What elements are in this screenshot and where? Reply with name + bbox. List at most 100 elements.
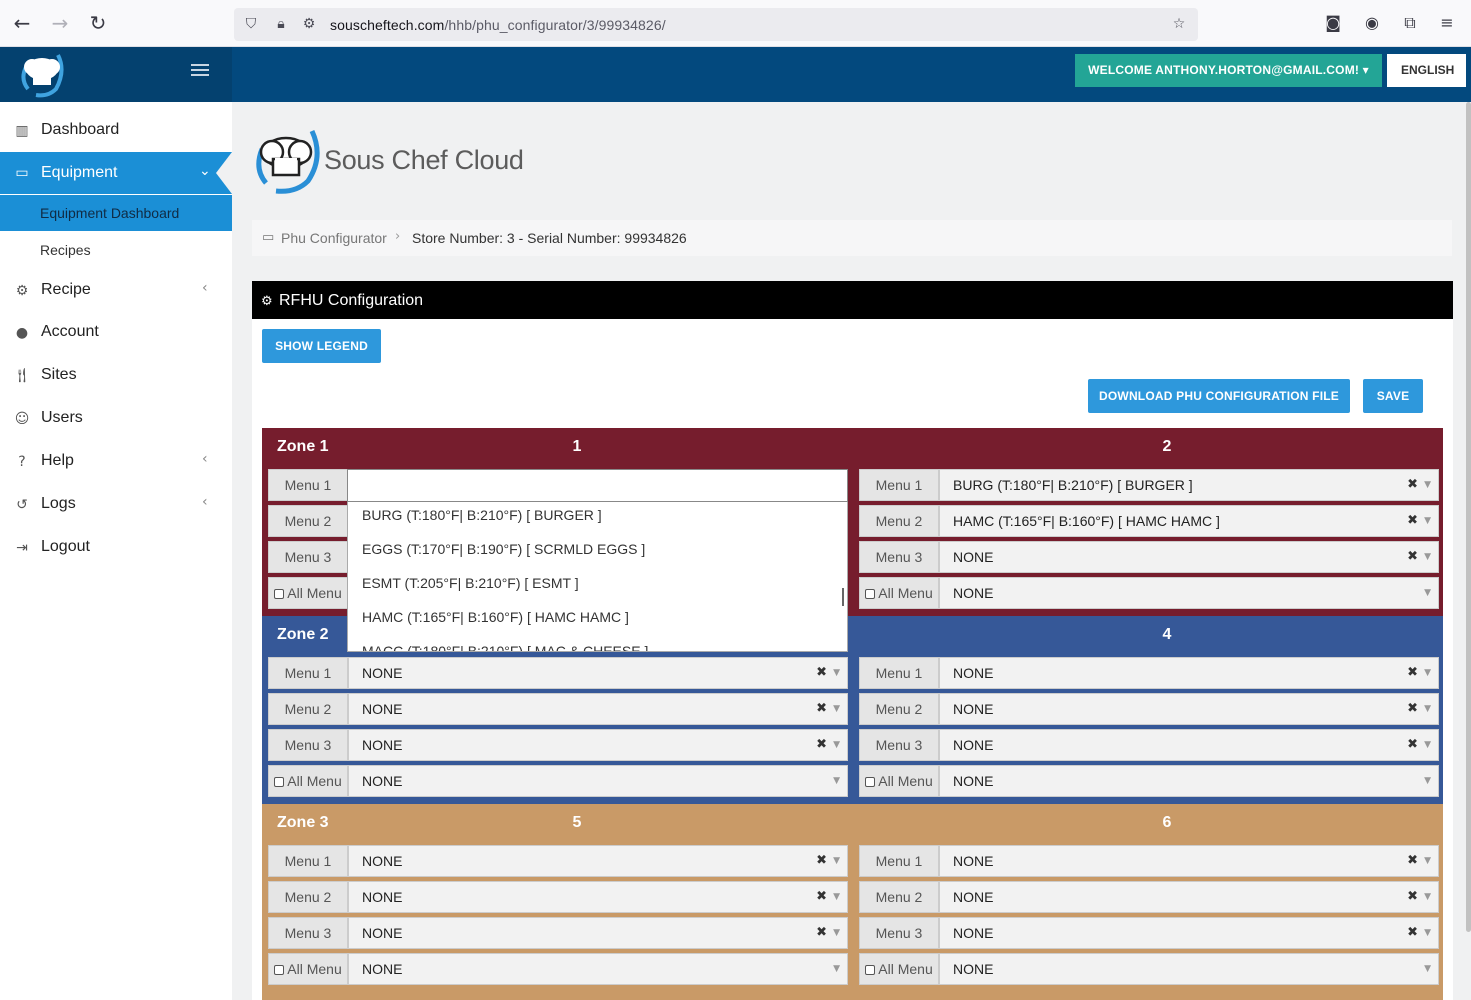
checkbox-icon[interactable] <box>865 589 876 599</box>
logo[interactable] <box>0 47 232 102</box>
chevron-down-icon[interactable]: ▼ <box>1424 480 1431 490</box>
clear-icon[interactable]: ✖ <box>816 925 827 940</box>
chevron-down-icon[interactable]: ▼ <box>1424 776 1431 786</box>
clear-icon[interactable]: ✖ <box>1407 701 1418 716</box>
all-menu-checkbox-label[interactable]: All Menu <box>859 953 939 985</box>
dropdown-scrollbar[interactable] <box>842 588 844 606</box>
chevron-down-icon[interactable]: ▼ <box>833 668 840 678</box>
menu-select[interactable]: BURG (T:180°F| B:210°F) [ BURGER ] ✖ ▼ <box>939 469 1439 501</box>
lock-icon[interactable]: 🔒︎ <box>277 16 285 32</box>
clear-icon[interactable]: ✖ <box>816 665 827 680</box>
clear-icon[interactable]: ✖ <box>816 701 827 716</box>
all-menu-checkbox-label[interactable]: All Menu <box>268 577 348 609</box>
chevron-down-icon[interactable]: ▼ <box>833 704 840 714</box>
clear-icon[interactable]: ✖ <box>816 737 827 752</box>
user-menu-button[interactable]: WELCOME ANTHONY.HORTON@GMAIL.COM! ▾ <box>1075 54 1382 87</box>
page-scrollbar[interactable] <box>1466 102 1471 932</box>
menu-select[interactable]: NONE ✖ ▼ <box>348 917 848 949</box>
chevron-down-icon[interactable]: ▼ <box>833 740 840 750</box>
chevron-down-icon[interactable]: ▼ <box>1424 892 1431 902</box>
menu-select[interactable]: NONE ✖ ▼ <box>939 845 1439 877</box>
menu-select[interactable]: NONE ✖ ▼ <box>348 845 848 877</box>
clear-icon[interactable]: ✖ <box>1407 853 1418 868</box>
clear-icon[interactable]: ✖ <box>1407 513 1418 528</box>
menu-search-input[interactable] <box>347 469 848 502</box>
sidebar-item-recipe[interactable]: ⚙ Recipe ‹ <box>0 270 232 310</box>
checkbox-icon[interactable] <box>274 965 285 975</box>
sidebar-item-account[interactable]: ● Account <box>0 312 232 352</box>
show-legend-button[interactable]: SHOW LEGEND <box>262 329 381 363</box>
menu-select[interactable]: NONE ✖ ▼ <box>348 881 848 913</box>
chevron-down-icon[interactable]: ▼ <box>1424 964 1431 974</box>
address-bar[interactable]: ⛉ 🔒︎ ⚙ souscheftech.com/hhb/phu_configur… <box>234 8 1198 41</box>
dropdown-option[interactable]: BURG (T:180°F| B:210°F) [ BURGER ] <box>362 507 602 523</box>
chevron-down-icon[interactable]: ▼ <box>1424 552 1431 562</box>
all-menu-select[interactable]: NONE ▼ <box>939 577 1439 609</box>
site-settings-icon[interactable]: ⚙ <box>302 16 316 32</box>
language-select[interactable]: ENGLISH <box>1387 54 1466 87</box>
sidebar-item-equipment[interactable]: ▭ Equipment ⌄ <box>0 152 232 194</box>
menu-select[interactable]: NONE ✖ ▼ <box>939 693 1439 725</box>
checkbox-icon[interactable] <box>274 777 285 787</box>
checkbox-icon[interactable] <box>865 777 876 787</box>
dropdown-option[interactable]: MACC (T:180°F| B:210°F) [ MAC & CHEESE ] <box>362 643 649 652</box>
chevron-down-icon[interactable]: ▼ <box>1424 516 1431 526</box>
back-icon[interactable]: ← <box>13 11 31 35</box>
reload-icon[interactable]: ↻ <box>89 11 107 35</box>
sidebar-item-users[interactable]: ☺ Users <box>0 398 232 438</box>
save-button[interactable]: SAVE <box>1363 379 1423 413</box>
all-menu-checkbox-label[interactable]: All Menu <box>859 765 939 797</box>
clear-icon[interactable]: ✖ <box>1407 737 1418 752</box>
all-menu-select[interactable]: NONE ▼ <box>348 765 848 797</box>
sidebar-subitem-equipment-dashboard[interactable]: Equipment Dashboard <box>0 195 232 231</box>
menu-select[interactable]: NONE ✖ ▼ <box>939 729 1439 761</box>
dropdown-option[interactable]: EGGS (T:170°F| B:190°F) [ SCRMLD EGGS ] <box>362 541 646 557</box>
menu-select[interactable]: NONE ✖ ▼ <box>348 729 848 761</box>
forward-icon[interactable]: → <box>51 11 69 35</box>
all-menu-checkbox-label[interactable]: All Menu <box>268 953 348 985</box>
chevron-down-icon[interactable]: ▼ <box>1424 928 1431 938</box>
app-menu-icon[interactable]: ≡ <box>1440 13 1454 32</box>
chevron-down-icon[interactable]: ▼ <box>833 964 840 974</box>
clear-icon[interactable]: ✖ <box>1407 477 1418 492</box>
account-icon[interactable]: ◉ <box>1365 13 1379 32</box>
menu-select[interactable]: NONE ✖ ▼ <box>348 693 848 725</box>
menu-select[interactable]: NONE ✖ ▼ <box>939 917 1439 949</box>
clear-icon[interactable]: ✖ <box>1407 925 1418 940</box>
clear-icon[interactable]: ✖ <box>1407 889 1418 904</box>
clear-icon[interactable]: ✖ <box>1407 549 1418 564</box>
extensions-icon[interactable]: ⧉ <box>1404 13 1416 32</box>
menu-select[interactable]: NONE ✖ ▼ <box>939 657 1439 689</box>
clear-icon[interactable]: ✖ <box>1407 665 1418 680</box>
sidebar-subitem-recipes[interactable]: Recipes <box>0 232 232 268</box>
all-menu-select[interactable]: NONE ▼ <box>348 953 848 985</box>
chevron-down-icon[interactable]: ▼ <box>1424 668 1431 678</box>
chevron-down-icon[interactable]: ▼ <box>833 856 840 866</box>
bookmark-star-icon[interactable]: ☆ <box>1172 16 1186 32</box>
sidebar-toggle-icon[interactable] <box>191 64 209 78</box>
checkbox-icon[interactable] <box>274 589 285 599</box>
sidebar-item-dashboard[interactable]: ▥ Dashboard <box>0 110 232 150</box>
sidebar-item-help[interactable]: ? Help ‹ <box>0 441 232 481</box>
all-menu-checkbox-label[interactable]: All Menu <box>859 577 939 609</box>
chevron-down-icon[interactable]: ▼ <box>833 776 840 786</box>
download-config-button[interactable]: DOWNLOAD PHU CONFIGURATION FILE <box>1088 379 1350 413</box>
sidebar-item-logout[interactable]: ⇥ Logout <box>0 527 232 567</box>
menu-select[interactable]: HAMC (T:165°F| B:160°F) [ HAMC HAMC ] ✖ ▼ <box>939 505 1439 537</box>
shield-icon[interactable]: ⛉ <box>245 16 257 32</box>
chevron-down-icon[interactable]: ▼ <box>833 928 840 938</box>
all-menu-select[interactable]: NONE ▼ <box>939 765 1439 797</box>
chevron-down-icon[interactable]: ▼ <box>1424 856 1431 866</box>
dropdown-option[interactable]: HAMC (T:165°F| B:160°F) [ HAMC HAMC ] <box>362 609 629 625</box>
all-menu-checkbox-label[interactable]: All Menu <box>268 765 348 797</box>
breadcrumb-parent[interactable]: Phu Configurator <box>281 230 387 246</box>
all-menu-select[interactable]: NONE ▼ <box>939 953 1439 985</box>
chevron-down-icon[interactable]: ▼ <box>833 892 840 902</box>
menu-select[interactable]: NONE ✖ ▼ <box>939 541 1439 573</box>
clear-icon[interactable]: ✖ <box>816 889 827 904</box>
checkbox-icon[interactable] <box>865 965 876 975</box>
sidebar-item-logs[interactable]: ↺ Logs ‹ <box>0 484 232 524</box>
menu-select[interactable]: NONE ✖ ▼ <box>939 881 1439 913</box>
chevron-down-icon[interactable]: ▼ <box>1424 704 1431 714</box>
url-text[interactable]: souscheftech.com/hhb/phu_configurator/3/… <box>330 17 666 33</box>
